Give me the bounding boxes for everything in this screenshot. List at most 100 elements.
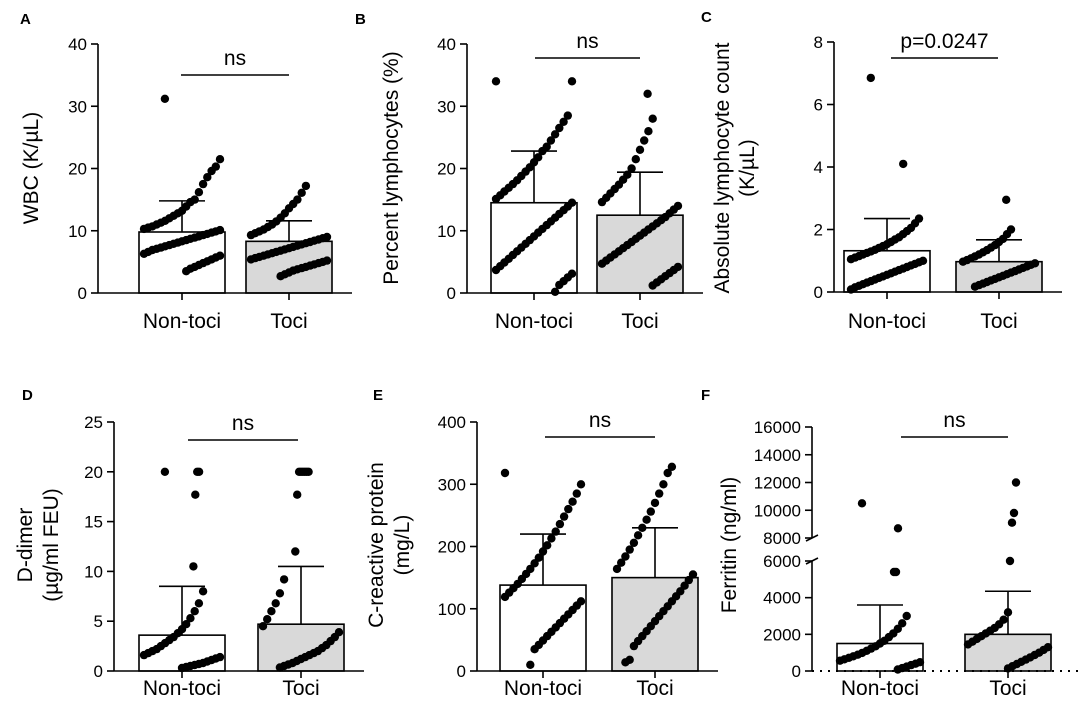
y-tick-label: 20 — [68, 160, 87, 179]
y-tick-label: 6 — [814, 96, 823, 115]
y-axis-label: (µg/ml FEU) — [40, 488, 63, 602]
data-point — [491, 265, 501, 275]
data-point — [563, 111, 572, 120]
y-tick-label: 400 — [438, 413, 466, 432]
panel-f: F Ferritin (ng/ml) 0 2000 4000 6000 8000 10000 1… — [701, 387, 1078, 700]
significance-label: ns — [943, 409, 965, 432]
data-point — [555, 123, 564, 133]
data-point — [215, 155, 225, 164]
data-point — [491, 77, 501, 86]
data-point — [550, 130, 560, 139]
data-point — [555, 280, 564, 290]
data-point — [567, 77, 577, 86]
category-label: Non-toci — [848, 310, 926, 333]
data-point — [655, 489, 664, 498]
y-tick-label: 20 — [84, 463, 103, 482]
data-point — [612, 564, 622, 574]
data-point — [640, 136, 649, 145]
y-tick-label: 15 — [84, 513, 103, 532]
data-point — [568, 497, 577, 506]
y-tick-label: 12000 — [754, 474, 801, 493]
category-label: Non-toci — [495, 310, 573, 333]
data-point — [275, 663, 285, 672]
data-point — [629, 538, 639, 547]
data-point — [559, 117, 568, 127]
data-point — [648, 114, 657, 123]
data-point — [866, 73, 875, 83]
data-point — [597, 197, 607, 207]
data-point — [846, 255, 856, 264]
significance-label: p=0.0247 — [900, 30, 988, 53]
data-point — [555, 519, 565, 529]
y-axis-label: C-reactive protein — [365, 462, 388, 628]
data-point — [207, 166, 216, 176]
data-point — [139, 650, 149, 660]
data-point — [857, 499, 867, 508]
y-tick-label: 8 — [814, 33, 823, 52]
panel-letter: C — [701, 9, 712, 26]
data-point — [271, 599, 280, 608]
y-tick-label: 2 — [814, 221, 823, 240]
data-point — [546, 136, 556, 145]
category-label: Non-toci — [143, 677, 221, 700]
data-point — [198, 179, 208, 189]
significance-label: ns — [576, 30, 598, 53]
data-point — [258, 622, 268, 631]
data-point — [198, 587, 208, 596]
y-tick-label: 4 — [814, 158, 823, 177]
data-point — [648, 281, 657, 290]
data-point — [194, 599, 204, 608]
significance-label: ns — [224, 47, 246, 70]
data-point — [191, 490, 200, 499]
y-axis-label: WBC (K/µL) — [20, 112, 43, 224]
y-tick-label: 0 — [814, 283, 823, 302]
data-point — [301, 181, 311, 191]
category-label: Toci — [621, 310, 658, 333]
data-point — [958, 257, 968, 266]
y-tick-label: 10 — [68, 222, 87, 241]
data-point — [1002, 195, 1011, 204]
y-tick-label: 0 — [78, 284, 87, 303]
panel-letter: B — [355, 11, 366, 28]
data-point — [576, 480, 586, 489]
data-point — [297, 188, 306, 197]
data-point — [279, 575, 289, 584]
significance-label: ns — [232, 412, 254, 435]
data-point — [160, 467, 170, 476]
y-tick-label: 0 — [447, 284, 456, 303]
data-point — [643, 89, 652, 99]
y-tick-label: 20 — [437, 160, 456, 179]
data-point — [663, 468, 672, 478]
data-point — [646, 507, 655, 516]
data-point — [190, 607, 199, 616]
data-point — [617, 558, 626, 567]
data-point — [194, 188, 204, 197]
y-tick-label: 2000 — [763, 625, 801, 644]
data-point — [139, 249, 149, 258]
data-point — [642, 515, 651, 524]
y-tick-label: 0 — [792, 662, 801, 681]
data-point — [293, 490, 302, 499]
y-tick-label: 10 — [437, 222, 456, 241]
category-label: Toci — [636, 677, 673, 700]
y-tick-label: 5 — [94, 612, 103, 631]
data-point — [650, 498, 660, 508]
panel-c: C Absolute lymphocyte count (K/µL) 0 2 4 6 8 Non… — [701, 9, 1062, 333]
y-tick-label: 6000 — [763, 552, 801, 571]
category-label: Toci — [989, 677, 1026, 700]
data-point — [899, 159, 908, 169]
data-point — [182, 267, 191, 276]
data-point — [177, 663, 187, 673]
panel-a: A WBC (K/µL) 0 10 20 30 40 Non-toci Toci ns — [20, 11, 352, 333]
y-axis-label: (K/µL) — [736, 139, 759, 197]
y-tick-label: 16000 — [754, 418, 801, 437]
y-tick-label: 8000 — [763, 529, 801, 548]
data-point — [547, 534, 556, 543]
data-point — [500, 592, 510, 602]
y-tick-label: 40 — [68, 35, 87, 54]
data-point — [1005, 556, 1015, 566]
category-label: Non-toci — [504, 677, 582, 700]
data-point — [550, 287, 560, 296]
y-axis-label: Absolute lymphocyte count — [711, 42, 734, 293]
data-point — [659, 480, 668, 489]
